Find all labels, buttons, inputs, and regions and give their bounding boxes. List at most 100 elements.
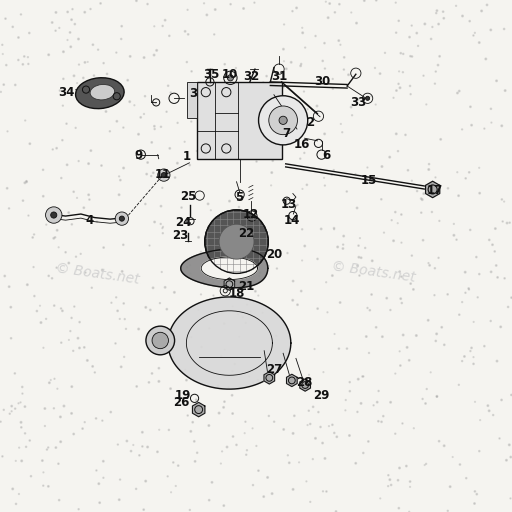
Point	[112, 293, 120, 302]
Point	[81, 8, 89, 16]
Point	[171, 174, 179, 182]
Point	[316, 423, 325, 431]
Point	[226, 254, 234, 262]
Point	[318, 57, 327, 65]
Point	[17, 423, 26, 432]
Point	[142, 303, 150, 311]
Polygon shape	[197, 82, 282, 159]
Point	[438, 323, 446, 331]
Point	[117, 35, 125, 43]
Point	[355, 271, 364, 280]
Point	[470, 318, 478, 326]
Point	[204, 200, 212, 208]
Point	[209, 291, 218, 300]
Point	[158, 268, 166, 276]
Point	[39, 166, 47, 174]
Point	[406, 33, 414, 41]
Point	[201, 98, 209, 106]
Circle shape	[205, 210, 268, 273]
Point	[150, 22, 158, 30]
Point	[399, 331, 407, 339]
Point	[120, 300, 128, 308]
Polygon shape	[193, 402, 205, 417]
Point	[219, 270, 227, 278]
Point	[345, 432, 353, 440]
Point	[50, 404, 58, 412]
Point	[169, 458, 177, 466]
Point	[129, 441, 137, 449]
Point	[413, 29, 421, 37]
Point	[98, 266, 106, 274]
Point	[326, 0, 334, 8]
Point	[347, 103, 355, 111]
Point	[26, 140, 34, 148]
Point	[394, 476, 402, 484]
Text: © Boats.net: © Boats.net	[54, 261, 140, 287]
Point	[465, 168, 473, 177]
Point	[297, 287, 305, 295]
Point	[466, 226, 474, 234]
Point	[45, 272, 53, 280]
Point	[467, 344, 476, 352]
Point	[320, 174, 328, 182]
Point	[424, 316, 432, 325]
Point	[440, 442, 448, 450]
Point	[123, 76, 132, 84]
Point	[151, 125, 159, 133]
Point	[346, 387, 354, 395]
Point	[290, 412, 298, 420]
Point	[225, 79, 233, 88]
Circle shape	[146, 326, 175, 355]
Point	[293, 201, 302, 209]
Point	[30, 230, 38, 239]
Point	[281, 196, 289, 204]
Point	[141, 200, 150, 208]
Point	[305, 407, 313, 415]
Point	[0, 418, 5, 426]
Point	[487, 105, 495, 113]
Point	[198, 91, 206, 99]
Point	[289, 277, 297, 285]
Point	[246, 124, 254, 132]
Point	[187, 117, 196, 125]
Point	[181, 366, 189, 374]
Point	[426, 368, 435, 376]
Point	[99, 244, 108, 252]
Point	[259, 359, 267, 367]
Point	[199, 314, 207, 323]
Point	[395, 17, 403, 25]
Point	[24, 60, 32, 68]
Point	[48, 274, 56, 283]
Point	[49, 209, 57, 217]
Point	[433, 7, 441, 15]
Point	[164, 81, 172, 90]
Point	[364, 437, 372, 445]
Point	[396, 347, 404, 355]
Point	[361, 244, 369, 252]
Point	[20, 52, 28, 60]
Point	[449, 453, 457, 461]
Text: 7: 7	[283, 126, 291, 140]
Point	[364, 163, 372, 172]
Text: 34: 34	[58, 86, 75, 99]
Point	[309, 455, 317, 463]
Point	[174, 461, 182, 470]
Point	[435, 217, 443, 225]
Point	[379, 412, 388, 420]
Point	[356, 234, 364, 242]
Point	[458, 357, 466, 365]
Point	[138, 428, 146, 436]
Point	[79, 74, 88, 82]
Point	[432, 173, 440, 181]
Point	[53, 264, 61, 272]
Point	[59, 75, 68, 83]
Point	[218, 237, 226, 245]
Point	[268, 489, 276, 498]
Point	[392, 0, 400, 7]
Point	[186, 506, 194, 512]
Point	[317, 225, 325, 233]
Point	[298, 225, 306, 233]
Point	[221, 346, 229, 354]
Text: 24: 24	[175, 216, 191, 229]
Point	[391, 370, 399, 378]
